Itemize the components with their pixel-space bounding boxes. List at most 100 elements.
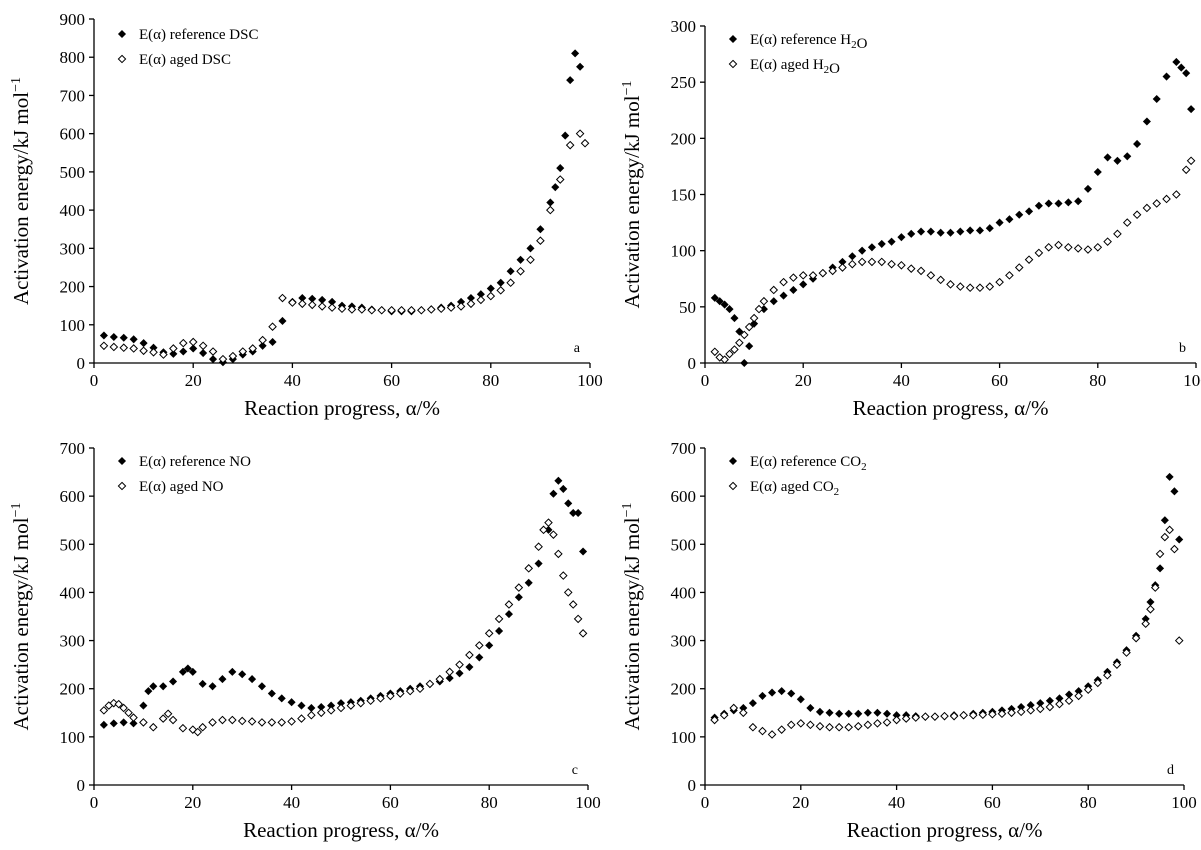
data-point xyxy=(1007,708,1016,718)
data-point xyxy=(1045,702,1055,712)
data-point xyxy=(988,709,997,719)
x-axis-label: Reaction progress, α/% xyxy=(244,396,440,420)
data-point xyxy=(767,730,777,739)
data-point xyxy=(564,499,573,508)
data-point xyxy=(179,347,188,356)
data-point xyxy=(1165,525,1174,535)
data-point xyxy=(985,282,995,291)
data-point xyxy=(1133,139,1142,148)
data-point xyxy=(858,246,867,255)
data-point xyxy=(435,674,445,684)
data-point xyxy=(838,263,847,272)
data-point xyxy=(189,344,198,353)
data-point xyxy=(1155,549,1165,559)
x-tick-label: 40 xyxy=(888,793,905,812)
data-point xyxy=(936,275,945,285)
x-tick-label: 100 xyxy=(575,793,601,812)
data-point xyxy=(445,667,454,677)
data-point xyxy=(725,305,734,314)
data-point xyxy=(873,719,882,728)
data-point xyxy=(287,698,296,707)
y-tick-label: 0 xyxy=(77,776,86,795)
data-point xyxy=(1170,487,1179,496)
y-tick-label: 700 xyxy=(60,86,86,105)
data-point xyxy=(267,689,276,698)
data-point xyxy=(139,339,148,348)
data-point xyxy=(1034,248,1044,258)
data-point xyxy=(867,257,877,267)
data-point xyxy=(554,476,563,485)
data-point xyxy=(247,717,257,726)
data-point xyxy=(1142,117,1151,126)
data-point xyxy=(1131,633,1141,643)
chart-panel-a: 0 100 200 300 400 500 600 700 800 900 0 20 40 60 80 100… xyxy=(9,10,603,420)
data-point xyxy=(129,344,138,353)
x-tick-label: 40 xyxy=(284,371,301,390)
data-point xyxy=(1162,72,1171,81)
x-tick-label: 40 xyxy=(283,793,300,812)
y-tick-label: 600 xyxy=(671,487,697,506)
data-point xyxy=(99,720,108,729)
data-point xyxy=(720,300,729,309)
data-point xyxy=(119,333,128,342)
legend-label-aged: E(α) aged DSC xyxy=(139,52,231,68)
data-point xyxy=(1026,706,1036,715)
data-point xyxy=(446,303,456,312)
y-tick-label: 50 xyxy=(679,298,696,317)
data-point xyxy=(575,129,585,138)
data-point xyxy=(1146,604,1155,614)
aged-series xyxy=(99,518,588,737)
data-point xyxy=(307,300,317,310)
data-point xyxy=(238,670,247,679)
data-point xyxy=(347,305,357,314)
data-point xyxy=(298,299,307,309)
data-point xyxy=(1103,153,1112,162)
data-point xyxy=(336,703,346,713)
data-point xyxy=(777,725,786,734)
data-point xyxy=(218,354,228,364)
panel-letter: b xyxy=(1179,341,1186,356)
data-point xyxy=(357,305,367,314)
data-point xyxy=(997,709,1007,719)
data-point xyxy=(1005,215,1014,224)
data-point xyxy=(815,707,824,716)
data-point xyxy=(715,353,725,362)
data-point xyxy=(148,722,158,732)
data-point xyxy=(188,337,198,347)
data-point xyxy=(536,236,545,245)
y-tick-label: 600 xyxy=(60,125,86,144)
data-point xyxy=(1160,516,1169,525)
data-point xyxy=(1122,648,1131,657)
data-point xyxy=(268,322,277,331)
data-point xyxy=(563,588,573,597)
data-point xyxy=(494,614,504,624)
data-point xyxy=(139,701,148,710)
data-point xyxy=(725,349,734,359)
data-point xyxy=(940,711,949,721)
data-point xyxy=(796,719,806,728)
data-point xyxy=(486,291,496,301)
data-point xyxy=(806,720,815,730)
data-point xyxy=(455,660,464,669)
data-point xyxy=(169,349,178,358)
y-tick-label: 100 xyxy=(60,728,86,747)
chart-panel-d: 0 100 200 300 400 500 600 700 0 20 40 60 80 100 Reacti… xyxy=(620,439,1197,842)
data-point xyxy=(546,205,555,215)
data-point xyxy=(386,691,395,701)
data-point xyxy=(277,718,287,727)
data-point xyxy=(789,273,798,282)
data-point xyxy=(735,338,744,348)
data-point xyxy=(144,687,153,696)
data-point xyxy=(1112,660,1122,669)
data-point xyxy=(484,629,494,638)
data-point xyxy=(436,304,446,314)
data-point xyxy=(551,183,560,192)
legend-marker-aged xyxy=(728,481,738,491)
data-point xyxy=(119,343,129,353)
legend-marker-reference xyxy=(117,29,127,39)
data-point xyxy=(159,682,168,691)
data-point xyxy=(568,600,578,609)
y-tick-label: 800 xyxy=(60,48,86,67)
data-point xyxy=(1064,198,1073,207)
data-point xyxy=(956,227,965,236)
